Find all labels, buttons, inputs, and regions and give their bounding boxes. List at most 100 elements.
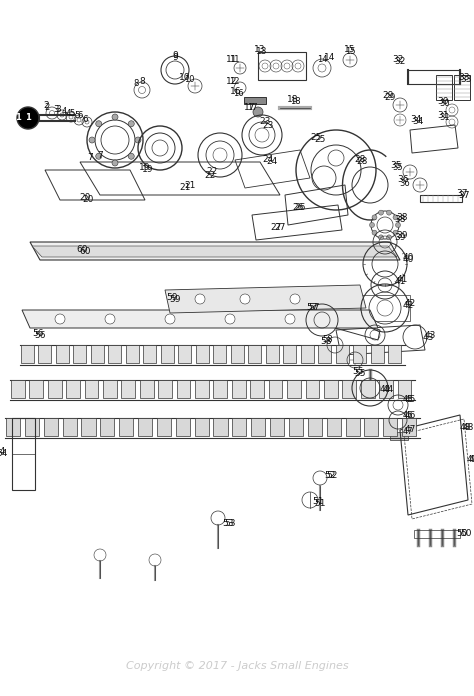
Text: 21: 21	[184, 180, 196, 189]
Polygon shape	[248, 345, 262, 363]
Circle shape	[112, 114, 118, 120]
Text: 37: 37	[456, 189, 468, 198]
Polygon shape	[6, 418, 20, 436]
Polygon shape	[85, 380, 99, 398]
Polygon shape	[289, 418, 303, 436]
Text: 59: 59	[166, 294, 178, 303]
Circle shape	[105, 314, 115, 324]
Polygon shape	[196, 345, 209, 363]
Circle shape	[370, 223, 374, 228]
Text: 22: 22	[206, 168, 218, 177]
Circle shape	[386, 235, 392, 240]
Text: 60: 60	[79, 248, 91, 257]
Circle shape	[135, 137, 141, 143]
Circle shape	[378, 235, 383, 240]
Text: 40: 40	[402, 255, 414, 264]
Circle shape	[372, 230, 377, 235]
Text: 24: 24	[266, 157, 278, 166]
Circle shape	[165, 314, 175, 324]
Polygon shape	[144, 345, 156, 363]
Text: 25: 25	[314, 136, 326, 145]
Polygon shape	[157, 418, 171, 436]
Text: 60: 60	[76, 246, 88, 255]
Text: 38: 38	[396, 214, 408, 223]
Polygon shape	[324, 380, 337, 398]
Circle shape	[372, 215, 377, 220]
Circle shape	[89, 137, 95, 143]
Text: 29: 29	[384, 93, 396, 102]
Polygon shape	[29, 380, 43, 398]
Text: 4: 4	[61, 106, 67, 116]
Polygon shape	[266, 345, 279, 363]
Text: 26: 26	[292, 203, 304, 212]
Circle shape	[253, 107, 263, 117]
Text: 39: 39	[396, 232, 408, 241]
Polygon shape	[138, 418, 152, 436]
Polygon shape	[103, 380, 117, 398]
Polygon shape	[100, 418, 114, 436]
Text: 43: 43	[424, 331, 436, 340]
Text: 36: 36	[397, 175, 409, 184]
Text: 41: 41	[394, 278, 406, 287]
Polygon shape	[30, 242, 400, 260]
Text: 33: 33	[460, 75, 472, 84]
Polygon shape	[232, 418, 246, 436]
Text: 50: 50	[460, 530, 472, 539]
Polygon shape	[82, 418, 96, 436]
Polygon shape	[402, 418, 416, 436]
Circle shape	[240, 294, 250, 304]
Text: 49: 49	[468, 455, 474, 464]
Polygon shape	[213, 418, 228, 436]
Circle shape	[393, 215, 398, 220]
Text: 55: 55	[354, 370, 366, 379]
Text: 47: 47	[404, 425, 416, 434]
Circle shape	[128, 120, 134, 127]
Text: 44: 44	[379, 386, 391, 395]
Polygon shape	[389, 345, 401, 363]
Text: 17: 17	[244, 102, 256, 111]
Text: 46: 46	[404, 411, 416, 420]
Text: 30: 30	[437, 97, 449, 106]
Polygon shape	[63, 418, 77, 436]
Text: 1: 1	[15, 113, 21, 122]
Circle shape	[17, 107, 39, 129]
Polygon shape	[22, 310, 378, 328]
Text: 57: 57	[308, 303, 320, 313]
Text: 34: 34	[412, 118, 424, 127]
Polygon shape	[383, 418, 397, 436]
Polygon shape	[371, 345, 384, 363]
Polygon shape	[66, 380, 80, 398]
Polygon shape	[361, 380, 374, 398]
Text: 24: 24	[263, 155, 273, 164]
Text: 59: 59	[169, 296, 181, 305]
Text: 52: 52	[326, 471, 337, 480]
Text: 10: 10	[179, 74, 191, 83]
Text: 45: 45	[404, 395, 416, 404]
Polygon shape	[21, 345, 34, 363]
Text: 43: 43	[422, 333, 434, 342]
Bar	[360, 295, 410, 321]
Text: 11: 11	[226, 56, 238, 65]
Polygon shape	[11, 380, 25, 398]
Polygon shape	[25, 418, 39, 436]
Text: 18: 18	[290, 97, 301, 106]
Text: 28: 28	[356, 157, 368, 166]
Text: 25: 25	[310, 134, 322, 143]
Text: 11: 11	[229, 56, 239, 65]
Text: 42: 42	[404, 299, 416, 308]
Circle shape	[128, 153, 134, 159]
Text: 19: 19	[142, 166, 154, 175]
Text: 48: 48	[459, 423, 471, 432]
Text: 48: 48	[462, 423, 474, 432]
Text: 10: 10	[184, 75, 194, 84]
Polygon shape	[306, 380, 319, 398]
Text: 55: 55	[352, 367, 364, 377]
Circle shape	[55, 314, 65, 324]
Polygon shape	[308, 418, 322, 436]
Polygon shape	[354, 345, 366, 363]
Text: 9: 9	[172, 54, 178, 63]
Polygon shape	[270, 418, 284, 436]
Text: 36: 36	[400, 178, 410, 187]
Text: 51: 51	[314, 500, 326, 509]
Circle shape	[225, 314, 235, 324]
